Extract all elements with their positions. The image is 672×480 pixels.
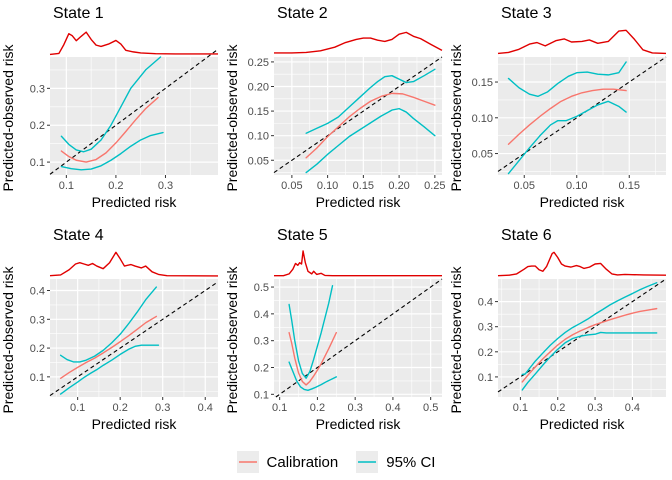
svg-text:0.3: 0.3 xyxy=(254,336,269,348)
svg-text:0.25: 0.25 xyxy=(248,57,269,69)
svg-text:0.1: 0.1 xyxy=(254,389,269,401)
panel-plot: 0.05 0.10 0.15 0.20 0.25 0.05 0.10 0.15 0.20 0.25… xyxy=(224,31,446,210)
svg-text:0.05: 0.05 xyxy=(472,149,493,161)
panel-state-1: State 1 0.1 0.2 0.3 0.1 0.2 0.3 Predicted risk… xyxy=(0,0,224,222)
svg-text:0.4: 0.4 xyxy=(198,402,213,414)
svg-text:0.2: 0.2 xyxy=(113,402,128,414)
panel-title: State 5 xyxy=(277,227,328,244)
svg-text:0.1: 0.1 xyxy=(30,372,45,384)
svg-text:0.15: 0.15 xyxy=(619,180,640,192)
svg-text:Predicted risk: Predicted risk xyxy=(92,416,178,432)
svg-text:0.2: 0.2 xyxy=(550,402,565,414)
panel-state-5: State 5 0.1 0.2 0.3 0.4 0.5 0.1 0.2 0.3 0.4 0.5 Pr… xyxy=(224,222,448,444)
svg-text:0.10: 0.10 xyxy=(248,131,269,143)
legend-item-calibration: Calibration xyxy=(236,451,339,473)
panel-plot: 0.05 0.10 0.15 0.05 0.10 0.15 Predicted risk Pr… xyxy=(448,29,667,210)
legend-label-calibration: Calibration xyxy=(266,453,339,471)
svg-text:0.3: 0.3 xyxy=(478,322,493,334)
svg-text:0.5: 0.5 xyxy=(254,282,269,294)
svg-text:0.1: 0.1 xyxy=(513,402,528,414)
svg-text:0.4: 0.4 xyxy=(254,309,269,321)
svg-text:0.10: 0.10 xyxy=(317,180,338,192)
svg-text:0.1: 0.1 xyxy=(59,180,74,192)
panel-state-4: State 4 0.1 0.2 0.3 0.4 0.1 0.2 0.3 0.4 Predicte… xyxy=(0,222,224,444)
ci-line-key xyxy=(356,451,379,473)
panel-plot: 0.1 0.2 0.3 0.4 0.1 0.2 0.3 0.4 Predicted risk Pr… xyxy=(0,251,219,432)
svg-text:Predicted-observed risk: Predicted-observed risk xyxy=(448,265,464,413)
svg-text:Predicted-observed risk: Predicted-observed risk xyxy=(0,265,16,413)
panel-title: State 2 xyxy=(277,5,328,22)
svg-text:Predicted risk: Predicted risk xyxy=(540,194,626,210)
svg-text:0.10: 0.10 xyxy=(472,113,493,125)
svg-text:0.2: 0.2 xyxy=(30,343,45,355)
svg-text:0.3: 0.3 xyxy=(30,314,45,326)
svg-text:0.4: 0.4 xyxy=(385,402,400,414)
svg-text:0.3: 0.3 xyxy=(158,180,173,192)
svg-text:Predicted risk: Predicted risk xyxy=(92,194,178,210)
svg-text:0.2: 0.2 xyxy=(478,347,493,359)
svg-text:Predicted-observed risk: Predicted-observed risk xyxy=(224,265,240,413)
svg-text:0.2: 0.2 xyxy=(254,363,269,375)
svg-text:0.1: 0.1 xyxy=(272,402,287,414)
svg-text:0.20: 0.20 xyxy=(388,180,409,192)
panel-plot: 0.1 0.2 0.3 0.4 0.1 0.2 0.3 0.4 Predicted risk Pr… xyxy=(448,251,667,432)
svg-text:Predicted risk: Predicted risk xyxy=(316,416,402,432)
svg-text:0.10: 0.10 xyxy=(566,180,587,192)
panel-state-6: State 6 0.1 0.2 0.3 0.4 0.1 0.2 0.3 0.4 Predicte… xyxy=(448,222,672,444)
panel-state-2: State 2 0.05 0.10 0.15 0.20 0.25 0.05 0.10 0.15… xyxy=(224,0,448,222)
svg-text:Predicted-observed risk: Predicted-observed risk xyxy=(224,43,240,191)
svg-text:0.05: 0.05 xyxy=(248,155,269,167)
panel-state-3: State 3 0.05 0.10 0.15 0.05 0.10 0.15 Predicte… xyxy=(448,0,672,222)
svg-text:0.15: 0.15 xyxy=(248,106,269,118)
svg-text:0.15: 0.15 xyxy=(472,77,493,89)
svg-text:0.3: 0.3 xyxy=(155,402,170,414)
svg-text:0.4: 0.4 xyxy=(30,286,45,298)
panel-title: State 4 xyxy=(53,227,104,244)
svg-text:Predicted-observed risk: Predicted-observed risk xyxy=(448,43,464,191)
svg-text:0.1: 0.1 xyxy=(70,402,85,414)
svg-text:0.05: 0.05 xyxy=(281,180,302,192)
svg-text:0.20: 0.20 xyxy=(248,82,269,94)
legend-item-ci: 95% CI xyxy=(356,451,435,473)
svg-text:0.25: 0.25 xyxy=(424,180,445,192)
legend-label-ci: 95% CI xyxy=(386,453,436,471)
svg-text:0.2: 0.2 xyxy=(108,180,123,192)
svg-text:0.2: 0.2 xyxy=(30,120,45,132)
svg-text:0.15: 0.15 xyxy=(353,180,374,192)
svg-text:0.5: 0.5 xyxy=(423,402,438,414)
svg-text:0.3: 0.3 xyxy=(348,402,363,414)
svg-text:0.4: 0.4 xyxy=(478,297,493,309)
panel-title: State 1 xyxy=(53,5,104,22)
svg-text:Predicted risk: Predicted risk xyxy=(316,194,402,210)
panel-plot: 0.1 0.2 0.3 0.4 0.5 0.1 0.2 0.3 0.4 0.5 Predicted … xyxy=(224,250,443,432)
legend: Calibration 95% CI xyxy=(0,444,672,480)
panel-plot: 0.1 0.2 0.3 0.1 0.2 0.3 Predicted risk Predicte… xyxy=(0,31,219,210)
svg-text:0.05: 0.05 xyxy=(514,180,535,192)
svg-text:0.3: 0.3 xyxy=(587,402,602,414)
svg-text:0.2: 0.2 xyxy=(310,402,325,414)
svg-text:0.1: 0.1 xyxy=(478,372,493,384)
svg-text:0.1: 0.1 xyxy=(30,157,45,169)
svg-text:0.3: 0.3 xyxy=(30,83,45,95)
svg-text:0.4: 0.4 xyxy=(625,402,640,414)
panel-title: State 3 xyxy=(501,5,552,22)
svg-text:Predicted-observed risk: Predicted-observed risk xyxy=(0,43,16,191)
calibration-line-key xyxy=(236,451,259,473)
svg-text:Predicted risk: Predicted risk xyxy=(540,416,626,432)
panel-title: State 6 xyxy=(501,227,552,244)
facet-grid: State 1 0.1 0.2 0.3 0.1 0.2 0.3 Predicted risk… xyxy=(0,0,672,444)
